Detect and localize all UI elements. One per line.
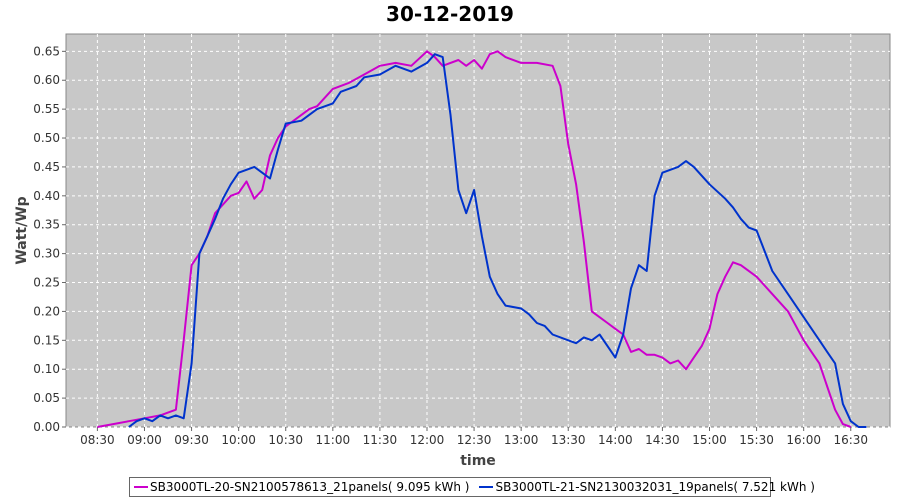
legend-swatch-series-1 bbox=[134, 486, 148, 488]
series-line-1 bbox=[97, 50, 852, 428]
legend-swatch-series-2 bbox=[479, 486, 494, 488]
y-tick-label: 0.10 bbox=[33, 362, 60, 376]
x-tick-label: 12:00 bbox=[410, 433, 445, 447]
x-tick-label: 14:00 bbox=[598, 433, 633, 447]
y-tick-label: 0.50 bbox=[33, 131, 60, 145]
series-line-2 bbox=[128, 53, 867, 428]
x-tick-label: 10:30 bbox=[268, 433, 303, 447]
plot-area bbox=[65, 33, 891, 428]
x-tick-label: 12:30 bbox=[457, 433, 492, 447]
x-tick-label: 16:30 bbox=[833, 433, 868, 447]
x-tick-label: 10:00 bbox=[221, 433, 256, 447]
y-tick-label: 0.40 bbox=[33, 189, 60, 203]
gridlines bbox=[66, 34, 890, 428]
y-tick-label: 0.45 bbox=[33, 160, 60, 174]
legend-item-series-2: SB3000TL-21-SN2130032031_19panels( 7.521… bbox=[479, 480, 815, 494]
y-tick-label: 0.55 bbox=[33, 102, 60, 116]
x-axis-ticks: 08:30 09:00 09:30 10:00 10:30 11:00 11:30 12:00… bbox=[80, 427, 868, 447]
y-tick-label: 0.35 bbox=[33, 218, 60, 232]
y-tick-label: 0.65 bbox=[33, 44, 60, 58]
y-tick-label: 0.20 bbox=[33, 304, 60, 318]
x-tick-label: 14:30 bbox=[645, 433, 680, 447]
legend-item-series-1: SB3000TL-20-SN2100578613_21panels( 9.095… bbox=[134, 480, 469, 494]
x-tick-label: 09:30 bbox=[174, 433, 209, 447]
x-tick-label: 09:00 bbox=[127, 433, 162, 447]
x-tick-label: 15:00 bbox=[692, 433, 727, 447]
y-tick-label: 0.00 bbox=[33, 420, 60, 434]
y-tick-label: 0.30 bbox=[33, 247, 60, 261]
x-axis-label: time bbox=[460, 453, 496, 469]
x-tick-label: 16:00 bbox=[786, 433, 821, 447]
y-tick-label: 0.15 bbox=[33, 333, 60, 347]
x-tick-label: 11:00 bbox=[316, 433, 351, 447]
series-lines bbox=[97, 50, 867, 428]
x-tick-label: 11:30 bbox=[363, 433, 398, 447]
x-tick-label: 15:30 bbox=[739, 433, 774, 447]
legend: SB3000TL-20-SN2100578613_21panels( 9.095… bbox=[129, 477, 815, 497]
x-tick-label: 13:00 bbox=[504, 433, 539, 447]
y-axis-label: Watt/Wp bbox=[14, 196, 30, 264]
chart-title: 30-12-2019 bbox=[386, 2, 514, 26]
y-tick-label: 0.25 bbox=[33, 276, 60, 290]
y-axis-ticks: 0.00 0.05 0.10 0.15 0.20 0.25 0.30 0.35 0.40 0.45… bbox=[33, 44, 66, 434]
legend-label-series-2: SB3000TL-21-SN2130032031_19panels( 7.521… bbox=[495, 480, 815, 494]
legend-label-series-1: SB3000TL-20-SN2100578613_21panels( 9.095… bbox=[150, 480, 470, 494]
x-tick-label: 08:30 bbox=[80, 433, 115, 447]
x-tick-label: 13:30 bbox=[551, 433, 586, 447]
y-tick-label: 0.05 bbox=[33, 391, 60, 405]
y-tick-label: 0.60 bbox=[33, 73, 60, 87]
